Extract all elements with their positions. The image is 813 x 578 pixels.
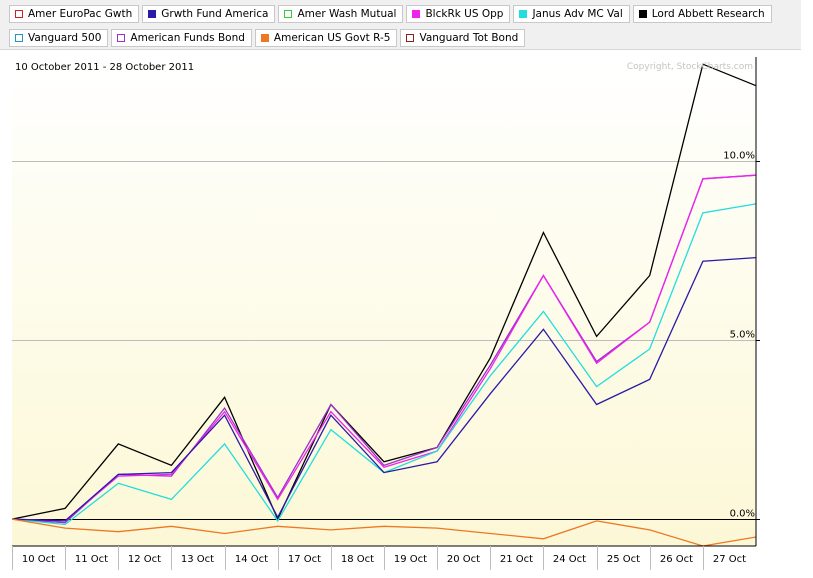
x-tick-label: 20 Oct	[447, 554, 480, 565]
legend-item-vanguard-500[interactable]: Vanguard 500	[9, 29, 109, 47]
legend-item-blckrk-us-opp[interactable]: BlckRk US Opp	[406, 5, 511, 23]
legend-item-american-funds-bond[interactable]: American Funds Bond	[111, 29, 252, 47]
legend-item-vanguard-tot-bond[interactable]: Vanguard Tot Bond	[400, 29, 526, 47]
legend-label: Amer Wash Mutual	[297, 8, 397, 20]
y-tick-label: 10.0%	[723, 151, 755, 162]
legend-row-2: Vanguard 500 American Funds Bond American …	[9, 29, 526, 47]
copyright-text: Copyright, StockCharts.com	[627, 62, 753, 72]
y-tick-label: 0.0%	[730, 509, 755, 520]
x-tick-label: 10 Oct	[22, 554, 55, 565]
series-line-blckrk-us-opp	[11, 174, 757, 522]
x-tick-label: 19 Oct	[394, 554, 427, 565]
chart-legend: Amer EuroPac Gwth Grwth Fund America Amer …	[0, 0, 801, 50]
legend-swatch	[638, 10, 647, 18]
x-tick-label: 27 Oct	[713, 554, 746, 565]
legend-label: American Funds Bond	[130, 32, 245, 44]
series-line-american-us-govt-r-5	[11, 518, 757, 547]
legend-item-janus-adv-mc-val[interactable]: Janus Adv MC Val	[513, 5, 630, 23]
legend-label: Amer EuroPac Gwth	[28, 8, 133, 20]
x-tick-label: 11 Oct	[75, 554, 108, 565]
legend-label: BlckRk US Opp	[425, 8, 504, 20]
legend-item-amer-europac-gwth[interactable]: Amer EuroPac Gwth	[9, 5, 140, 23]
legend-item-grwth-fund-america[interactable]: Grwth Fund America	[142, 5, 276, 23]
legend-swatch	[260, 34, 269, 42]
legend-label: Janus Adv MC Val	[532, 8, 623, 20]
legend-label: Grwth Fund America	[161, 8, 269, 20]
legend-label: Vanguard Tot Bond	[419, 32, 519, 44]
x-tick-label: 26 Oct	[660, 554, 693, 565]
x-tick-label: 14 Oct	[235, 554, 268, 565]
legend-label: Lord Abbett Research	[651, 8, 765, 20]
legend-swatch	[406, 34, 415, 42]
legend-label: American US Govt R-5	[273, 32, 391, 44]
legend-swatch	[148, 10, 157, 18]
legend-swatch	[15, 10, 23, 18]
legend-swatch	[412, 10, 421, 18]
legend-item-lord-abbett-research[interactable]: Lord Abbett Research	[632, 5, 772, 23]
x-tick-label: 13 Oct	[181, 554, 214, 565]
legend-swatch	[519, 10, 528, 18]
x-tick-label: 24 Oct	[553, 554, 586, 565]
x-tick-label: 21 Oct	[500, 554, 533, 565]
series-line-grwth-fund-america	[11, 256, 757, 522]
x-tick-label: 17 Oct	[288, 554, 321, 565]
legend-item-american-us-govt-r-5[interactable]: American US Govt R-5	[254, 29, 398, 47]
legend-label: Vanguard 500	[28, 32, 102, 44]
x-tick-label: 25 Oct	[607, 554, 640, 565]
legend-swatch	[284, 10, 293, 18]
y-tick-label: 5.0%	[730, 330, 755, 341]
series-line-lord-abbett-research	[11, 63, 757, 521]
legend-row-1: Amer EuroPac Gwth Grwth Fund America Amer …	[9, 5, 772, 23]
x-tick-label: 12 Oct	[128, 554, 161, 565]
legend-swatch	[117, 34, 126, 42]
legend-swatch	[15, 34, 23, 42]
x-tick-label: 18 Oct	[341, 554, 374, 565]
legend-item-amer-wash-mutual[interactable]: Amer Wash Mutual	[278, 5, 404, 23]
date-range-label: 10 October 2011 - 28 October 2011	[15, 62, 194, 73]
